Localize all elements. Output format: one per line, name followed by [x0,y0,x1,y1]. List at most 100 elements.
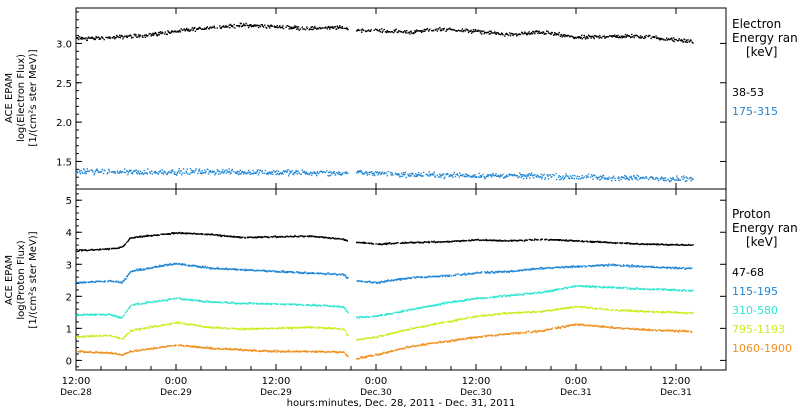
data-point [527,32,530,35]
data-point [91,335,93,337]
data-point [653,36,655,38]
data-point [418,276,420,278]
data-point [334,26,337,28]
data-point [621,37,623,39]
data-point [264,169,267,172]
data-point [456,173,458,175]
data-point [438,176,440,178]
data-point [117,172,119,174]
data-point [439,26,441,29]
data-point [179,297,181,299]
series-points-310-580 [76,285,694,319]
data-point [175,321,177,323]
data-point [502,295,504,297]
data-point [669,177,672,179]
data-point [316,174,318,177]
data-point [294,234,296,237]
data-point [510,312,512,314]
data-point [232,302,235,304]
data-point [508,173,510,175]
data-point [136,349,138,351]
data-point [547,267,549,269]
data-point [140,172,142,175]
data-point [445,274,447,276]
data-point [211,27,213,29]
data-point [461,175,463,177]
data-point [466,298,468,300]
data-point [144,328,146,330]
data-point [566,240,568,242]
data-point [91,169,93,172]
data-point [157,34,159,36]
data-point [488,271,490,273]
data-point [667,178,669,181]
data-point [661,311,663,313]
data-point [617,176,620,178]
data-point [572,285,574,287]
data-point [264,24,266,26]
data-point [525,239,527,241]
data-point [238,171,240,173]
data-point [249,301,251,304]
data-point [686,177,688,179]
data-point [342,328,344,330]
data-point [240,173,242,175]
data-point [149,326,151,329]
data-point [679,267,681,269]
data-point [252,302,254,304]
data-point [205,301,207,304]
data-point [557,308,560,311]
data-point [175,344,177,346]
data-point [511,312,513,315]
data-point [372,281,375,284]
data-point [142,269,144,271]
data-point [534,174,536,176]
data-point [188,264,190,266]
data-point [272,328,274,330]
data-point [292,327,295,329]
data-point [404,30,406,32]
data-point [523,240,525,242]
data-point [504,312,507,314]
data-point [332,171,335,174]
data-point [276,24,278,27]
data-point [119,353,121,355]
data-point [464,30,467,32]
data-point [454,300,457,302]
data-point [271,171,273,173]
data-point [631,36,633,38]
data-point [486,314,488,316]
data-point [584,266,587,268]
data-point [463,29,465,32]
data-point [119,281,122,284]
data-point [122,245,124,248]
data-point [159,170,162,172]
data-point [637,311,639,313]
data-point [689,290,691,292]
data-point [516,270,518,272]
data-point [481,30,483,33]
data-point [448,301,450,303]
data-point [459,317,462,319]
data-point [226,169,228,171]
data-point [507,175,509,177]
data-point [455,301,457,303]
data-point [78,336,80,338]
data-point [202,28,204,30]
data-point [639,37,641,39]
data-point [99,37,101,39]
data-point [494,272,496,274]
series-points-175-315 [76,168,694,183]
data-point [376,171,378,173]
data-point [624,33,627,36]
data-point [619,35,621,38]
data-point [564,35,566,38]
data-point [506,33,508,36]
data-point [347,276,349,279]
data-point [389,333,391,336]
data-point [211,26,213,28]
data-point [159,325,162,327]
data-point [501,296,503,298]
data-point [387,333,389,336]
data-point [298,172,300,174]
